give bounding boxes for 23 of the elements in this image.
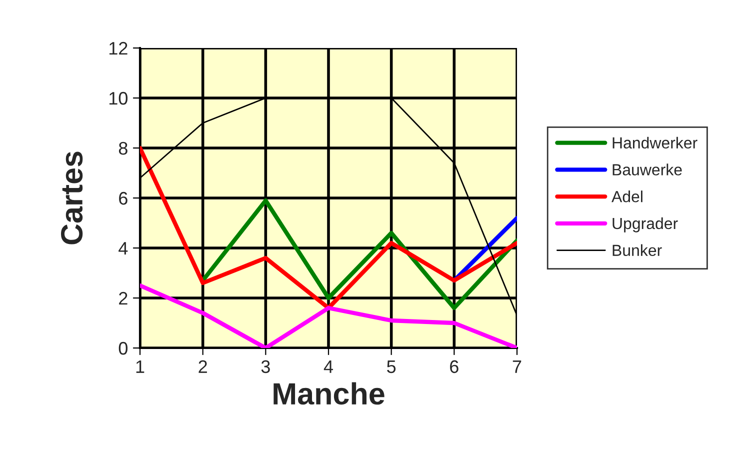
x-tick-label: 4 (324, 360, 333, 373)
x-tick-label: 7 (512, 360, 522, 373)
y-tick-label: 12 (109, 42, 128, 55)
x-axis-title: Manche (274, 382, 384, 405)
line-series (200, 198, 517, 310)
legend-label: Bunker (612, 244, 662, 256)
legend-label: Handwerker (612, 136, 698, 149)
legend-label: Upgrader (612, 217, 678, 232)
y-tick-label: 8 (118, 142, 128, 155)
legend-label: Bauwerke (612, 164, 682, 176)
y-tick-label: 0 (118, 342, 128, 355)
x-tick-label: 3 (261, 360, 270, 374)
x-tick-label: 2 (198, 360, 207, 373)
y-tick-label: 2 (119, 292, 128, 305)
x-tick-label: 1 (136, 360, 144, 373)
legend-label: Adel (612, 190, 642, 202)
y-tick-label: 6 (119, 192, 128, 205)
x-tick-label: 5 (387, 360, 396, 374)
line-series (140, 146, 517, 310)
y-tick-label: 4 (118, 242, 128, 255)
x-tick-label: 6 (450, 360, 458, 374)
y-tick-label: 10 (109, 92, 128, 105)
y-axis-title: Cartes (60, 152, 83, 244)
